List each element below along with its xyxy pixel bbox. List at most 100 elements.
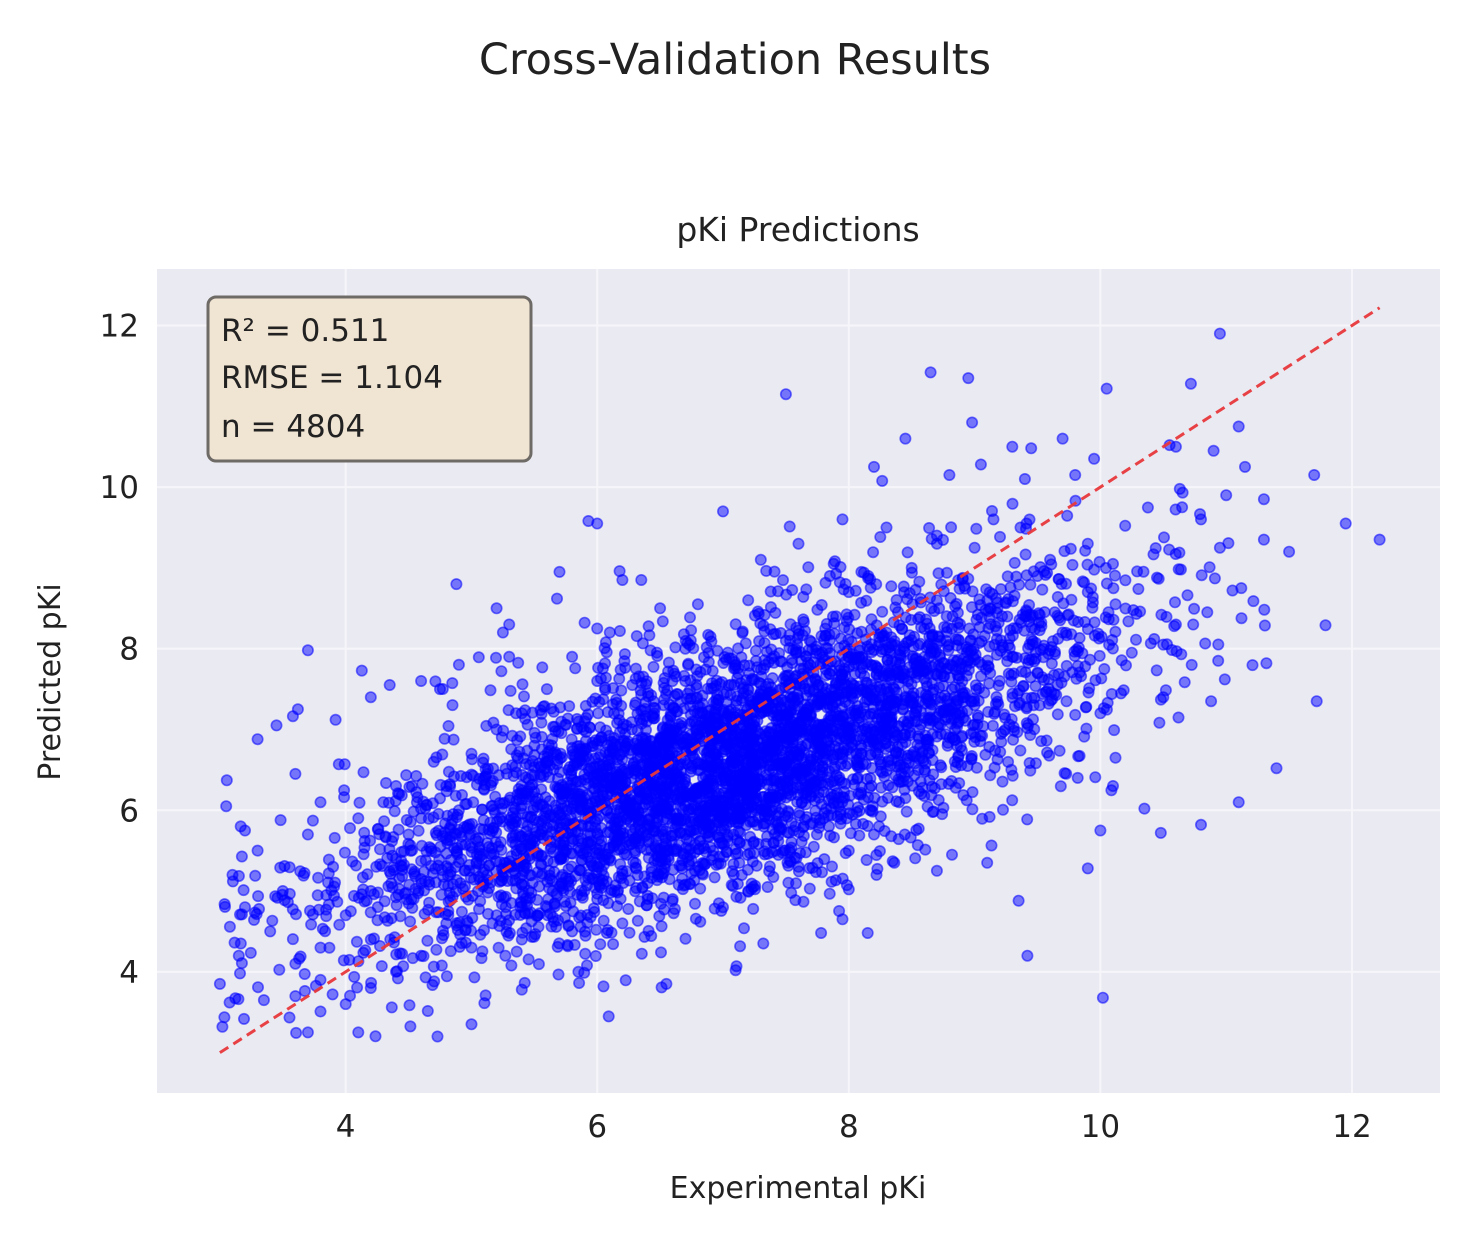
scatter-point xyxy=(1207,444,1220,457)
scatter-point xyxy=(301,644,314,657)
scatter-point xyxy=(504,684,517,697)
scatter-point xyxy=(614,663,627,676)
scatter-point xyxy=(878,706,891,719)
scatter-point xyxy=(988,707,1001,720)
scatter-point xyxy=(822,794,835,807)
scatter-point xyxy=(396,870,409,883)
scatter-point xyxy=(910,659,923,672)
scatter-point xyxy=(687,642,700,655)
scatter-point xyxy=(597,980,610,993)
scatter-point xyxy=(228,936,241,949)
scatter-point xyxy=(406,901,419,914)
scatter-point xyxy=(870,848,883,861)
scatter-point xyxy=(733,836,746,849)
scatter-point xyxy=(919,765,932,778)
scatter-point xyxy=(552,968,565,981)
scatter-point xyxy=(449,885,462,898)
scatter-point xyxy=(499,890,512,903)
scatter-point xyxy=(1014,521,1027,534)
x-tick-label: 6 xyxy=(587,1109,607,1145)
scatter-point xyxy=(690,663,703,676)
scatter-point xyxy=(1232,420,1245,433)
scatter-point xyxy=(658,672,671,685)
scatter-point xyxy=(1270,762,1283,775)
scatter-point xyxy=(590,923,603,936)
scatter-point xyxy=(532,958,545,971)
scatter-point xyxy=(483,859,496,872)
scatter-point xyxy=(646,709,659,722)
scatter-point xyxy=(839,847,852,860)
scatter-point xyxy=(588,791,601,804)
scatter-point xyxy=(1001,655,1014,668)
scatter-point xyxy=(591,622,604,635)
scatter-point xyxy=(549,725,562,738)
scatter-point xyxy=(283,1011,296,1024)
scatter-point xyxy=(355,664,368,677)
scatter-point xyxy=(1086,591,1099,604)
scatter-point xyxy=(708,871,721,884)
scatter-point xyxy=(787,643,800,656)
scatter-point xyxy=(833,904,846,917)
scatter-point xyxy=(1258,619,1271,632)
scatter-point xyxy=(365,976,378,989)
scatter-point xyxy=(264,925,277,938)
scatter-point xyxy=(1119,574,1132,587)
scatter-point xyxy=(783,520,796,533)
scatter-point xyxy=(566,744,579,757)
scatter-point xyxy=(793,809,806,822)
scatter-point xyxy=(475,952,488,965)
scatter-point xyxy=(839,577,852,590)
scatter-point xyxy=(643,629,656,642)
scatter-point xyxy=(644,644,657,657)
scatter-point xyxy=(710,858,723,871)
scatter-point xyxy=(522,953,535,966)
scatter-point xyxy=(343,989,356,1002)
scatter-point xyxy=(1051,708,1064,721)
x-axis-label: Experimental pKi xyxy=(670,1171,927,1206)
scatter-point xyxy=(343,822,356,835)
scatter-point xyxy=(1023,756,1036,769)
scatter-point xyxy=(251,844,264,857)
scatter-point xyxy=(430,943,443,956)
scatter-point xyxy=(901,775,914,788)
scatter-point xyxy=(996,610,1009,623)
scatter-point xyxy=(804,818,817,831)
scatter-point xyxy=(772,834,785,847)
scatter-point xyxy=(737,797,750,810)
scatter-point xyxy=(1021,949,1034,962)
scatter-point xyxy=(442,719,455,732)
scatter-point xyxy=(787,672,800,685)
scatter-point xyxy=(571,888,584,901)
scatter-point xyxy=(1043,749,1056,762)
scatter-point xyxy=(521,718,534,731)
scatter-point xyxy=(696,867,709,880)
scatter-point xyxy=(465,1018,478,1031)
scatter-point xyxy=(305,918,318,931)
scatter-point xyxy=(412,824,425,837)
scatter-point xyxy=(1101,696,1114,709)
scatter-point xyxy=(1147,548,1160,561)
scatter-point xyxy=(779,759,792,772)
scatter-point xyxy=(607,938,620,951)
scatter-point xyxy=(840,732,853,745)
scatter-point xyxy=(548,900,561,913)
scatter-point xyxy=(729,815,742,828)
scatter-point xyxy=(213,977,226,990)
scatter-point xyxy=(1154,826,1167,839)
scatter-point xyxy=(1308,468,1321,481)
scatter-point xyxy=(503,618,516,631)
scatter-point xyxy=(806,861,819,874)
scatter-point xyxy=(815,691,828,704)
scatter-point xyxy=(278,859,291,872)
scatter-point xyxy=(579,947,592,960)
scatter-point xyxy=(488,806,501,819)
scatter-point xyxy=(394,910,407,923)
scatter-point xyxy=(629,836,642,849)
scatter-point xyxy=(719,777,732,790)
scatter-point xyxy=(866,805,879,818)
scatter-point xyxy=(1130,633,1143,646)
scatter-point xyxy=(1108,724,1121,737)
scatter-point xyxy=(289,908,302,921)
scatter-point xyxy=(745,877,758,890)
scatter-point xyxy=(485,842,498,855)
